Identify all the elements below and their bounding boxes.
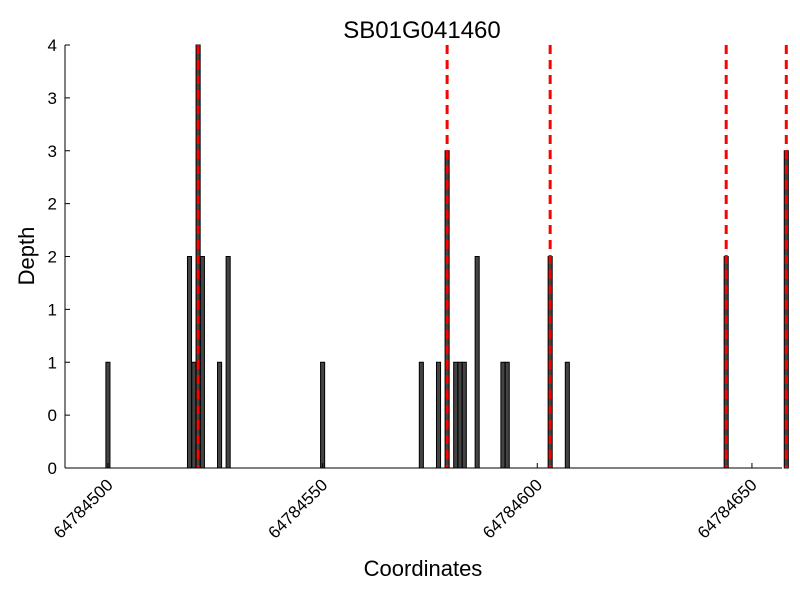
x-tick-label: 64784600	[479, 475, 546, 542]
bar	[453, 361, 459, 469]
x-tick-label: 64784650	[694, 475, 761, 542]
bar	[564, 361, 570, 469]
x-tick-label: 64784550	[265, 475, 332, 542]
bar	[186, 256, 193, 469]
bar	[435, 361, 442, 469]
bar	[504, 361, 510, 469]
x-tick-label: 64784500	[50, 475, 117, 542]
y-tick-label: 0	[48, 406, 57, 425]
y-tick-label: 1	[48, 353, 57, 372]
bar	[461, 361, 467, 469]
bar	[199, 256, 205, 469]
bar	[105, 361, 111, 469]
y-tick-label: 4	[48, 36, 57, 55]
y-ticks: 0 0 1 1 2 2 3 3 4	[48, 36, 70, 478]
y-tick-label: 1	[48, 300, 57, 319]
bar	[457, 361, 463, 469]
bar	[418, 361, 424, 469]
bar	[217, 361, 223, 469]
bar	[474, 256, 480, 469]
chart-title: SB01G041460	[343, 17, 500, 44]
x-axis-label: Coordinates	[364, 556, 483, 581]
y-axis-label: Depth	[14, 227, 39, 286]
bar	[500, 361, 506, 469]
x-ticks: 64784500 64784550 64784600 64784650	[50, 463, 761, 542]
y-tick-label: 0	[48, 459, 57, 478]
bar	[191, 361, 197, 469]
bar	[320, 361, 326, 469]
y-tick-label: 3	[48, 142, 57, 161]
bar	[225, 256, 231, 469]
y-tick-label: 2	[48, 248, 57, 267]
y-tick-label: 3	[48, 89, 57, 108]
y-tick-label: 2	[48, 195, 57, 214]
markers-layer	[196, 45, 788, 468]
